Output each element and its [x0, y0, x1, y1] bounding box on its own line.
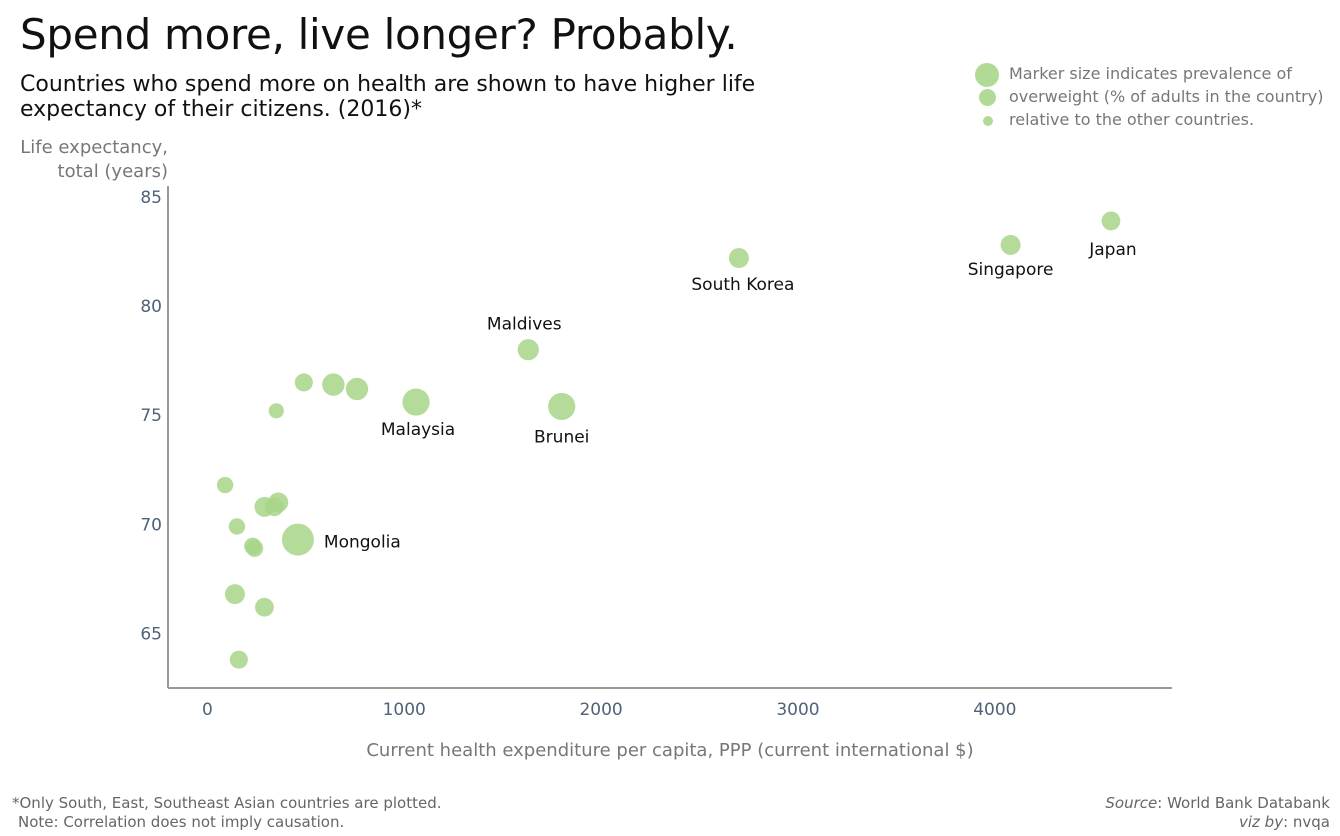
data-point [322, 373, 345, 396]
data-point [264, 497, 284, 517]
chart-title: Spend more, live longer? Probably. [20, 10, 738, 59]
data-point [1101, 211, 1121, 231]
point-label: South Korea [691, 275, 794, 295]
y-tick-label: 65 [140, 624, 162, 644]
y-tick-label: 85 [140, 188, 162, 208]
data-point [228, 518, 246, 535]
legend-marker-large [975, 63, 999, 87]
data-point [255, 597, 274, 617]
point-label: Singapore [968, 260, 1054, 280]
source-credit: Source: World Bank Databank viz by: nvqa [1105, 794, 1330, 832]
x-tick-label: 1000 [383, 700, 426, 720]
legend-row-medium: overweight (% of adults in the country) [970, 85, 1338, 108]
data-point [268, 403, 284, 419]
data-point [402, 388, 430, 416]
legend-marker-small [983, 116, 993, 126]
point-label: Japan [1088, 240, 1136, 260]
y-tick-label: 70 [140, 515, 162, 535]
point-label: Mongolia [324, 533, 401, 553]
source-prefix: Source [1105, 794, 1158, 812]
data-point [224, 584, 245, 605]
footnote: *Only South, East, Southeast Asian count… [12, 794, 442, 832]
x-tick-label: 3000 [776, 700, 819, 720]
viz-text: : nvqa [1283, 813, 1330, 831]
data-point [281, 523, 314, 556]
y-tick-label: 80 [140, 297, 162, 317]
data-point [246, 539, 264, 557]
data-point [517, 339, 539, 361]
axes: 0 1000 2000 3000 4000 65 70 75 80 85 [140, 186, 1172, 720]
y-tick-label: 75 [140, 406, 162, 426]
source-text: : World Bank Databank [1157, 794, 1330, 812]
footnote-correlation: Note: Correlation does not imply causati… [18, 813, 345, 831]
data-point [294, 373, 313, 392]
x-tick-label: 0 [202, 700, 213, 720]
data-point [728, 248, 749, 269]
point-label: Maldives [487, 315, 562, 335]
x-tick-label: 4000 [973, 700, 1016, 720]
data-point [548, 392, 576, 421]
point-label: Brunei [534, 427, 589, 447]
legend-text-line-1: Marker size indicates prevalence of [1009, 64, 1292, 83]
x-axis-label: Current health expenditure per capita, P… [366, 740, 974, 761]
point-label: Malaysia [381, 420, 455, 440]
source-line: Source: World Bank Databank [1105, 794, 1330, 813]
data-points [216, 211, 1121, 669]
point-labels: Japan Singapore South Korea Maldives Malaysi… [324, 240, 1137, 553]
data-point [345, 377, 369, 401]
legend-text-line-3: relative to the other countries. [1009, 110, 1255, 129]
viz-credit-line: viz by: nvqa [1105, 813, 1330, 832]
viz-prefix: viz by [1238, 813, 1284, 831]
legend-marker-medium [979, 89, 996, 106]
x-tick-label: 2000 [579, 700, 622, 720]
legend-text-line-2: overweight (% of adults in the country) [1009, 87, 1324, 106]
data-point [229, 650, 248, 669]
size-legend: Marker size indicates prevalence of over… [970, 62, 1338, 131]
data-point [1000, 234, 1021, 255]
legend-row-large: Marker size indicates prevalence of [970, 62, 1338, 87]
y-axis-label: Life expectancy, total (years) [20, 137, 168, 182]
footnote-scope: *Only South, East, Southeast Asian count… [12, 794, 442, 812]
legend-row-small: relative to the other countries. [970, 108, 1338, 131]
data-point [216, 476, 234, 494]
chart-subtitle: Countries who spend more on health are s… [20, 72, 756, 122]
